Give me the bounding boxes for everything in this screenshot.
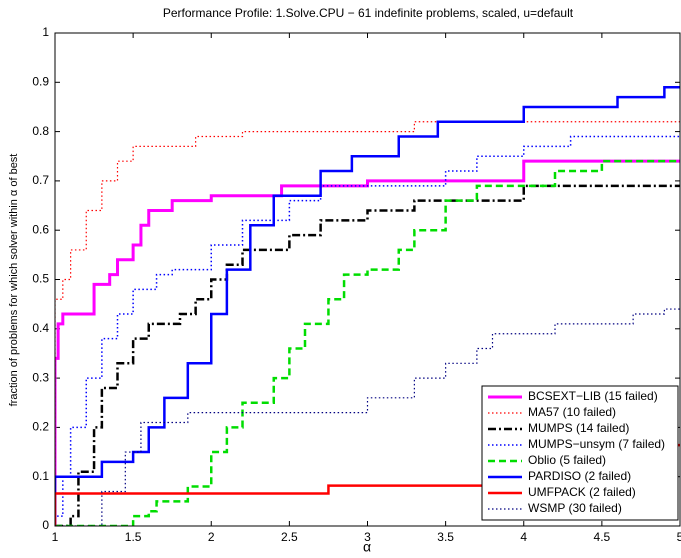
legend-label: MUMPS−unsym (7 failed)	[528, 437, 665, 451]
series-line	[55, 159, 680, 526]
chart-title: Performance Profile: 1.Solve.CPU − 61 in…	[163, 6, 574, 20]
y-tick-label: 0.2	[32, 420, 49, 434]
y-tick-label: 0.4	[32, 321, 49, 335]
y-tick-label: 1	[42, 25, 49, 39]
legend-box	[481, 385, 679, 521]
x-tick-label: 5	[677, 530, 681, 544]
x-tick-label: 4	[520, 530, 527, 544]
y-tick-label: 0.3	[32, 370, 49, 384]
y-tick-label: 0.1	[32, 469, 49, 483]
x-tick-label: 1.5	[125, 530, 142, 544]
legend-label: BCSEXT−LIB (15 failed)	[528, 389, 658, 403]
series-line	[55, 135, 680, 526]
y-tick-label: 0.8	[32, 124, 49, 138]
y-tick-label: 0.6	[32, 222, 49, 236]
x-axis-label: α	[363, 539, 371, 555]
plot-frame	[54, 32, 681, 527]
x-tick-label: 4.5	[594, 530, 611, 544]
y-axis-label: fraction of problems for which solver wi…	[8, 154, 20, 407]
y-tick-label: 0.7	[32, 173, 49, 187]
y-tick-label: 0	[42, 518, 49, 532]
x-tick-label: 2.5	[281, 530, 298, 544]
y-tick-label: 0.5	[32, 272, 49, 286]
series-line	[55, 159, 680, 526]
legend-label: MUMPS (14 failed)	[528, 421, 629, 435]
legend-label: UMFPACK (2 failed)	[528, 485, 636, 499]
x-tick-label: 3.5	[437, 530, 454, 544]
legend-label: Oblio (5 failed)	[528, 453, 606, 467]
y-tick-label: 0.9	[32, 74, 49, 88]
legend-label: MA57 (10 failed)	[528, 405, 616, 419]
series-line	[55, 121, 680, 526]
x-tick-label: 1	[52, 530, 59, 544]
series-line	[55, 184, 680, 526]
x-tick-label: 3	[364, 530, 371, 544]
series-line	[55, 85, 680, 526]
series-line	[55, 308, 680, 526]
legend-label: WSMP (30 failed)	[528, 501, 622, 515]
x-tick-label: 2	[208, 530, 215, 544]
legend-label: PARDISO (2 failed)	[528, 469, 631, 483]
